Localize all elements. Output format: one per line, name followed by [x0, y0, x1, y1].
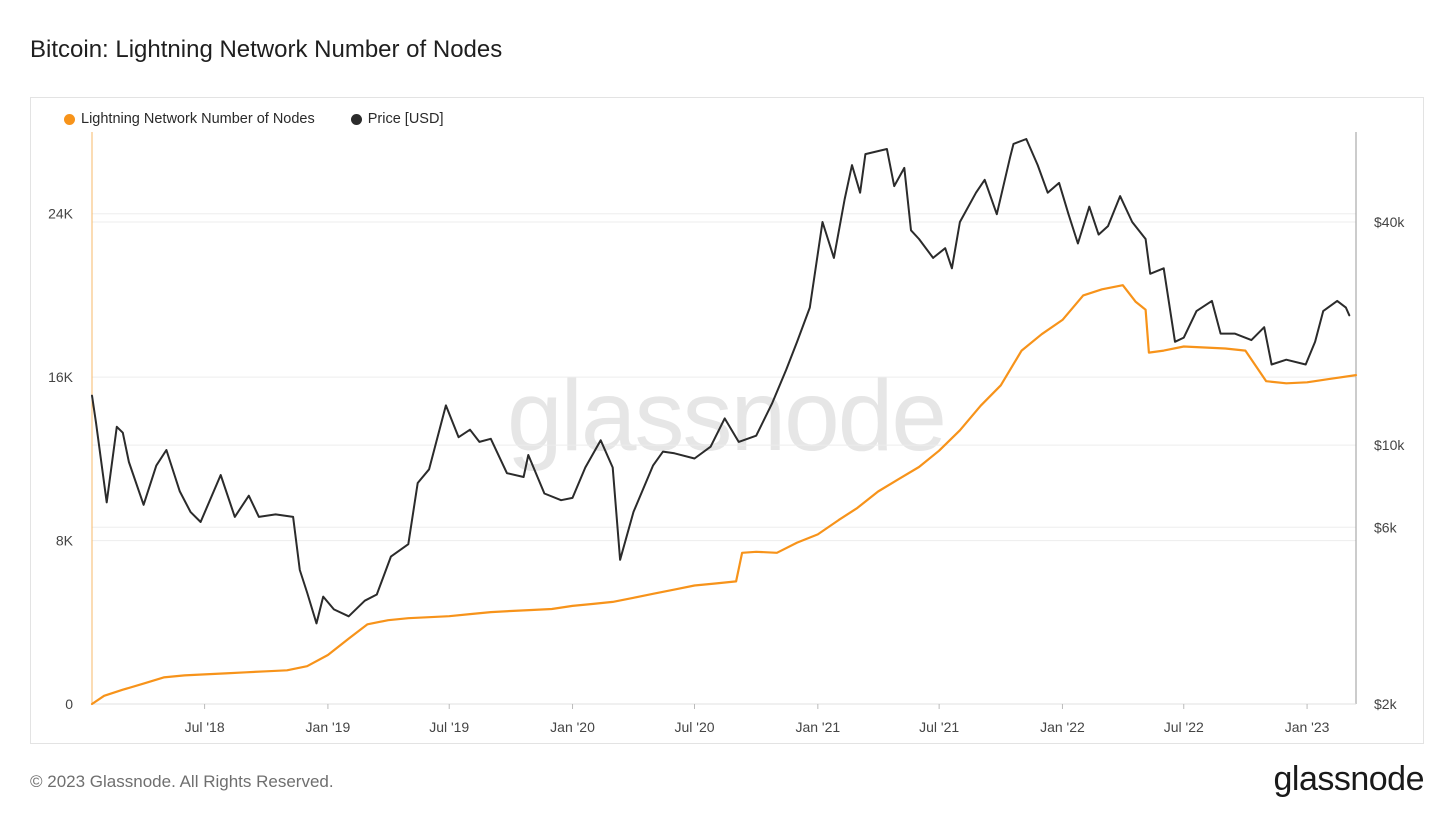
y-left-tick-label: 24K	[48, 206, 74, 222]
y-left-tick-label: 8K	[56, 533, 74, 549]
watermark-text: glassnode	[507, 360, 945, 472]
y-right-tick-label: $6k	[1374, 519, 1398, 535]
y-right-tick-label: $2k	[1374, 696, 1398, 712]
axes	[91, 132, 1357, 709]
copyright-text: © 2023 Glassnode. All Rights Reserved.	[30, 772, 334, 791]
x-tick-label: Jul '22	[1164, 719, 1204, 735]
x-tick-label: Jul '20	[674, 719, 714, 735]
series-line-price[interactable]	[91, 138, 1351, 625]
series-layer	[90, 138, 1358, 706]
x-tick-label: Jul '19	[429, 719, 469, 735]
legend-item-nodes[interactable]: Lightning Network Number of Nodes	[64, 111, 315, 127]
glassnode-logo: glassnode	[1273, 760, 1424, 798]
gridlines	[92, 213, 1356, 705]
legend-dot-nodes	[64, 113, 75, 125]
x-tick-label: Jul '21	[919, 719, 959, 735]
y-right-tick-label: $10k	[1374, 437, 1405, 453]
x-tick-label: Jan '22	[1040, 719, 1085, 735]
chart-frame	[30, 97, 1424, 744]
series-line-nodes[interactable]	[90, 284, 1358, 706]
tick-labels: 0 8K 16K 24K $2k $6k $10k $40k Jul '18 Jan '19 Jul…	[48, 206, 1405, 735]
legend-item-price[interactable]: Price [USD]	[350, 111, 444, 127]
x-tick-label: Jan '19	[306, 719, 351, 735]
y-left-tick-label: 0	[65, 696, 73, 712]
legend-label-price: Price [USD]	[367, 111, 444, 127]
x-tick-label: Jan '23	[1285, 719, 1330, 735]
legend-label-nodes: Lightning Network Number of Nodes	[81, 111, 315, 127]
chart-legend: Lightning Network Number of Nodes Price …	[64, 111, 443, 127]
y-left-tick-label: 16K	[48, 369, 74, 385]
y-right-tick-label: $40k	[1374, 214, 1405, 230]
x-tick-label: Jan '21	[795, 719, 840, 735]
x-tick-label: Jan '20	[550, 719, 595, 735]
x-tick-label: Jul '18	[185, 719, 225, 735]
page-title: Bitcoin: Lightning Network Number of Nod…	[30, 36, 503, 63]
legend-dot-price	[350, 113, 362, 125]
